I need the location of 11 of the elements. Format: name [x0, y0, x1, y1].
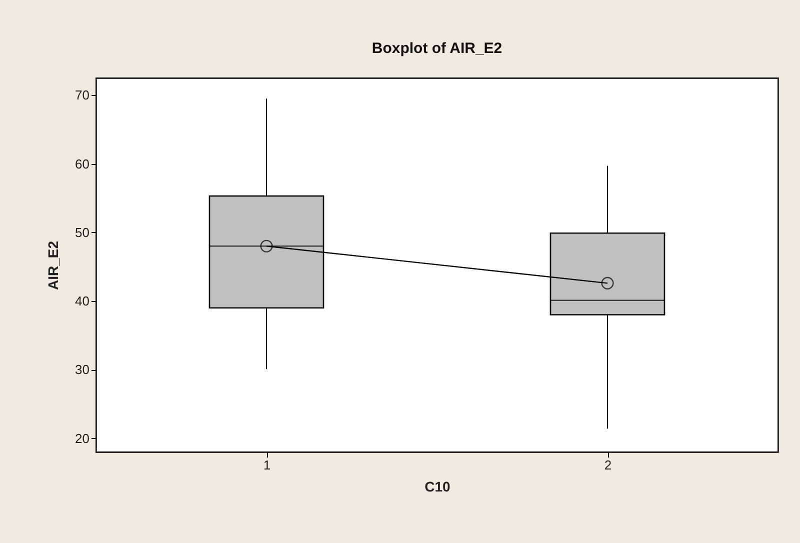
y-axis-title: AIR_E2	[45, 240, 62, 290]
x-tick-label: 1	[263, 458, 271, 472]
chart-title: Boxplot of AIR_E2	[372, 40, 502, 57]
y-tick-label: 30	[75, 362, 90, 378]
y-tick-label: 50	[75, 224, 90, 240]
y-tick-label: 40	[75, 294, 90, 309]
y-tick-label: 70	[75, 88, 90, 103]
x-tick-label: 2	[604, 458, 612, 472]
y-tick-label: 20	[75, 430, 90, 446]
x-axis-title: C10	[424, 478, 451, 494]
y-tick-label: 60	[75, 156, 90, 172]
